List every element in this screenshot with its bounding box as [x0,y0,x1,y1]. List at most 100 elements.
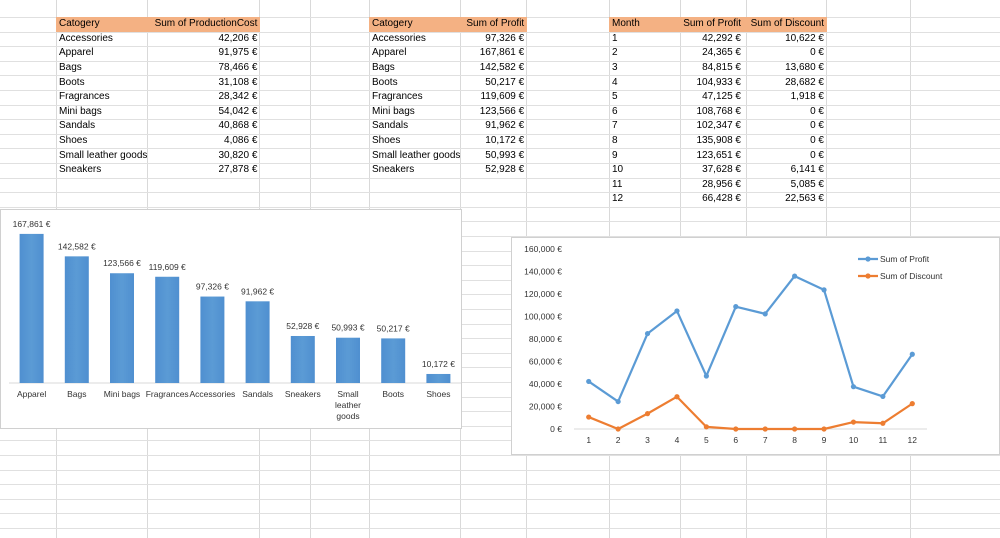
value-cell[interactable]: 97,326 € [485,32,525,44]
row-label-cell[interactable]: Small leather goods [372,149,461,161]
value-cell[interactable]: 0 € [810,135,824,147]
value-cell[interactable]: 0 € [810,149,824,161]
value-cell[interactable]: 104,933 € [696,76,742,88]
row-label-cell[interactable]: Sneakers [372,164,415,176]
value-cell[interactable]: 0 € [810,120,824,132]
row-label-cell[interactable]: 6 [612,105,618,117]
value-cell[interactable]: 119,609 € [480,91,525,103]
row-label-cell[interactable]: Apparel [372,47,407,59]
value-cell[interactable]: 91,975 € [218,47,258,59]
row-label-cell[interactable]: Sandals [59,120,96,132]
value-cell[interactable]: 40,868 € [218,120,258,132]
value-cell[interactable]: 1,918 € [790,91,824,103]
header-category[interactable]: Catogery [369,17,464,32]
row-label-cell[interactable]: Sneakers [59,164,102,176]
header-category[interactable]: Catogery [56,17,151,32]
header-sum-profit[interactable]: Sum of Profit [679,17,744,32]
value-cell[interactable]: 42,292 € [702,32,741,44]
value-cell[interactable]: 123,566 € [479,105,525,117]
value-cell[interactable]: 24,365 € [702,47,741,59]
row-label-cell[interactable]: 1 [612,32,618,44]
row-label-cell[interactable]: Mini bags [372,105,415,117]
row-label-cell[interactable]: Bags [372,62,395,74]
bar [290,335,315,383]
x-tick-label: 5 [704,435,709,445]
row-label-cell[interactable]: 9 [612,149,618,161]
row-label-cell[interactable]: Bags [59,62,82,74]
pivot-table-month[interactable]: Month Sum of Profit Sum of Discount 1 42,… [609,17,827,207]
row-label-cell[interactable]: Shoes [59,135,88,147]
value-cell[interactable]: 10,172 € [485,135,525,147]
value-cell[interactable]: 50,993 € [485,149,525,161]
row-label-cell[interactable]: Sandals [372,120,409,132]
bar-chart-profit-by-category[interactable]: 167,861 € Apparel 142,582 € Bags 123,566 € Mi… [0,209,462,429]
row-label-cell[interactable]: Boots [59,76,85,88]
row-label-cell[interactable]: Fragrances [59,91,110,103]
pivot-table-profit[interactable]: Catogery Sum of Profit Accessories 97,326… [369,17,528,178]
row-label-cell[interactable]: 5 [612,91,618,103]
value-cell[interactable]: 37,628 € [702,164,741,176]
value-cell[interactable]: 84,815 € [702,62,741,74]
value-cell[interactable]: 52,928 € [485,164,525,176]
value-cell[interactable]: 102,347 € [696,120,742,132]
pivot-table-production-cost[interactable]: Catogery Sum of ProductionCost Accessori… [56,17,261,178]
row-label-cell[interactable]: Fragrances [372,91,423,103]
value-cell[interactable]: 10,622 € [785,32,824,44]
row-label-cell[interactable]: Small leather goods [59,149,148,161]
value-cell[interactable]: 28,342 € [218,91,258,103]
value-cell[interactable]: 0 € [810,105,824,117]
value-cell[interactable]: 123,651 € [696,149,742,161]
row-label-cell[interactable]: 11 [612,178,623,190]
value-cell[interactable]: 6,141 € [790,164,824,176]
row-label-cell[interactable]: 3 [612,62,618,74]
value-cell[interactable]: 135,908 € [696,135,742,147]
value-cell[interactable]: 27,878 € [218,164,258,176]
value-cell[interactable]: 50,217 € [485,76,525,88]
row-label-cell[interactable]: 10 [612,164,624,176]
value-cell[interactable]: 28,682 € [785,76,824,88]
value-cell[interactable]: 66,428 € [702,193,741,205]
row-label-cell[interactable]: Shoes [372,135,401,147]
value-cell[interactable]: 142,582 € [479,62,525,74]
value-cell[interactable]: 42,206 € [218,32,258,44]
row-label-cell[interactable]: Boots [372,76,398,88]
data-point [762,426,768,432]
y-tick-label: 160,000 € [524,244,562,254]
grid-row-line [0,499,1000,500]
value-cell[interactable]: 54,042 € [218,105,258,117]
row-label-cell[interactable]: Accessories [59,32,113,44]
value-cell[interactable]: 31,108 € [218,76,258,88]
value-cell[interactable]: 4,086 € [224,135,258,147]
header-sum-production-cost[interactable]: Sum of ProductionCost [150,17,261,32]
row-label-cell[interactable]: 12 [612,193,624,205]
row-label-cell[interactable]: 4 [612,76,618,88]
value-cell[interactable]: 47,125 € [702,91,741,103]
value-cell[interactable]: 30,820 € [218,149,258,161]
row-label-cell[interactable]: 8 [612,135,618,147]
value-cell[interactable]: 13,680 € [785,62,824,74]
value-cell[interactable]: 5,085 € [790,178,824,190]
legend-marker [865,256,871,262]
category-tick-label: Mini bags [104,389,140,399]
header-sum-profit[interactable]: Sum of Profit [463,17,528,32]
value-cell[interactable]: 167,861 € [479,47,525,59]
value-cell[interactable]: 0 € [810,47,824,59]
header-month[interactable]: Month [609,17,679,32]
bar [200,296,225,383]
value-cell[interactable]: 22,563 € [785,193,824,205]
row-label-cell[interactable]: Accessories [372,32,426,44]
data-point [644,330,651,337]
table-row: Mini bags 123,566 € [369,105,527,120]
value-cell[interactable]: 78,466 € [218,62,258,74]
value-cell[interactable]: 28,956 € [702,178,741,190]
row-label-cell[interactable]: Apparel [59,47,94,59]
line-chart-profit-discount-by-month[interactable]: 0 € 20,000 € 40,000 € 60,000 € 80,000 € 100,0… [511,237,1000,455]
table-row: Shoes 4,086 € [56,134,260,149]
row-label-cell[interactable]: 2 [612,47,618,59]
row-label-cell[interactable]: Mini bags [59,105,102,117]
value-cell[interactable]: 108,768 € [696,105,742,117]
header-sum-discount[interactable]: Sum of Discount [744,17,827,32]
line-chart-svg: 0 € 20,000 € 40,000 € 60,000 € 80,000 € 100,0… [524,244,943,445]
value-cell[interactable]: 91,962 € [485,120,525,132]
row-label-cell[interactable]: 7 [612,120,618,132]
